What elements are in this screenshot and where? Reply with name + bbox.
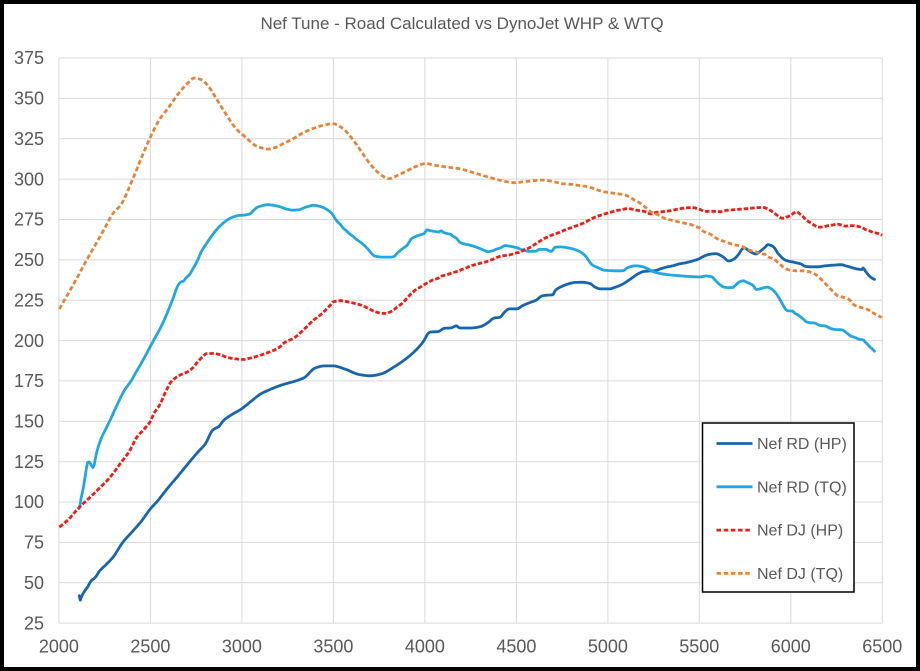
svg-text:150: 150 (14, 412, 44, 432)
svg-text:100: 100 (14, 492, 44, 512)
svg-text:6500: 6500 (862, 637, 902, 657)
svg-text:275: 275 (14, 210, 44, 230)
svg-text:125: 125 (14, 452, 44, 472)
svg-text:4500: 4500 (496, 637, 536, 657)
svg-text:Nef RD (TQ): Nef RD (TQ) (757, 479, 847, 496)
svg-text:175: 175 (14, 371, 44, 391)
svg-text:225: 225 (14, 290, 44, 310)
svg-text:Nef DJ (TQ): Nef DJ (TQ) (757, 566, 843, 583)
svg-text:75: 75 (24, 533, 44, 553)
svg-text:25: 25 (24, 613, 44, 633)
svg-text:50: 50 (24, 573, 44, 593)
svg-text:5000: 5000 (588, 637, 628, 657)
svg-text:2000: 2000 (39, 637, 79, 657)
svg-text:Nef Tune - Road Calculated vs: Nef Tune - Road Calculated vs DynoJet WH… (260, 14, 663, 33)
svg-text:5500: 5500 (679, 637, 719, 657)
svg-text:2500: 2500 (130, 637, 170, 657)
svg-text:325: 325 (14, 129, 44, 149)
svg-text:3000: 3000 (222, 637, 262, 657)
svg-text:Nef DJ (HP): Nef DJ (HP) (757, 523, 843, 540)
svg-text:Nef RD (HP): Nef RD (HP) (757, 436, 847, 453)
svg-text:300: 300 (14, 169, 44, 189)
svg-text:3500: 3500 (313, 637, 353, 657)
svg-text:375: 375 (14, 48, 44, 68)
svg-text:200: 200 (14, 331, 44, 351)
svg-text:6000: 6000 (771, 637, 811, 657)
svg-text:350: 350 (14, 89, 44, 109)
svg-text:250: 250 (14, 250, 44, 270)
svg-text:4000: 4000 (405, 637, 445, 657)
